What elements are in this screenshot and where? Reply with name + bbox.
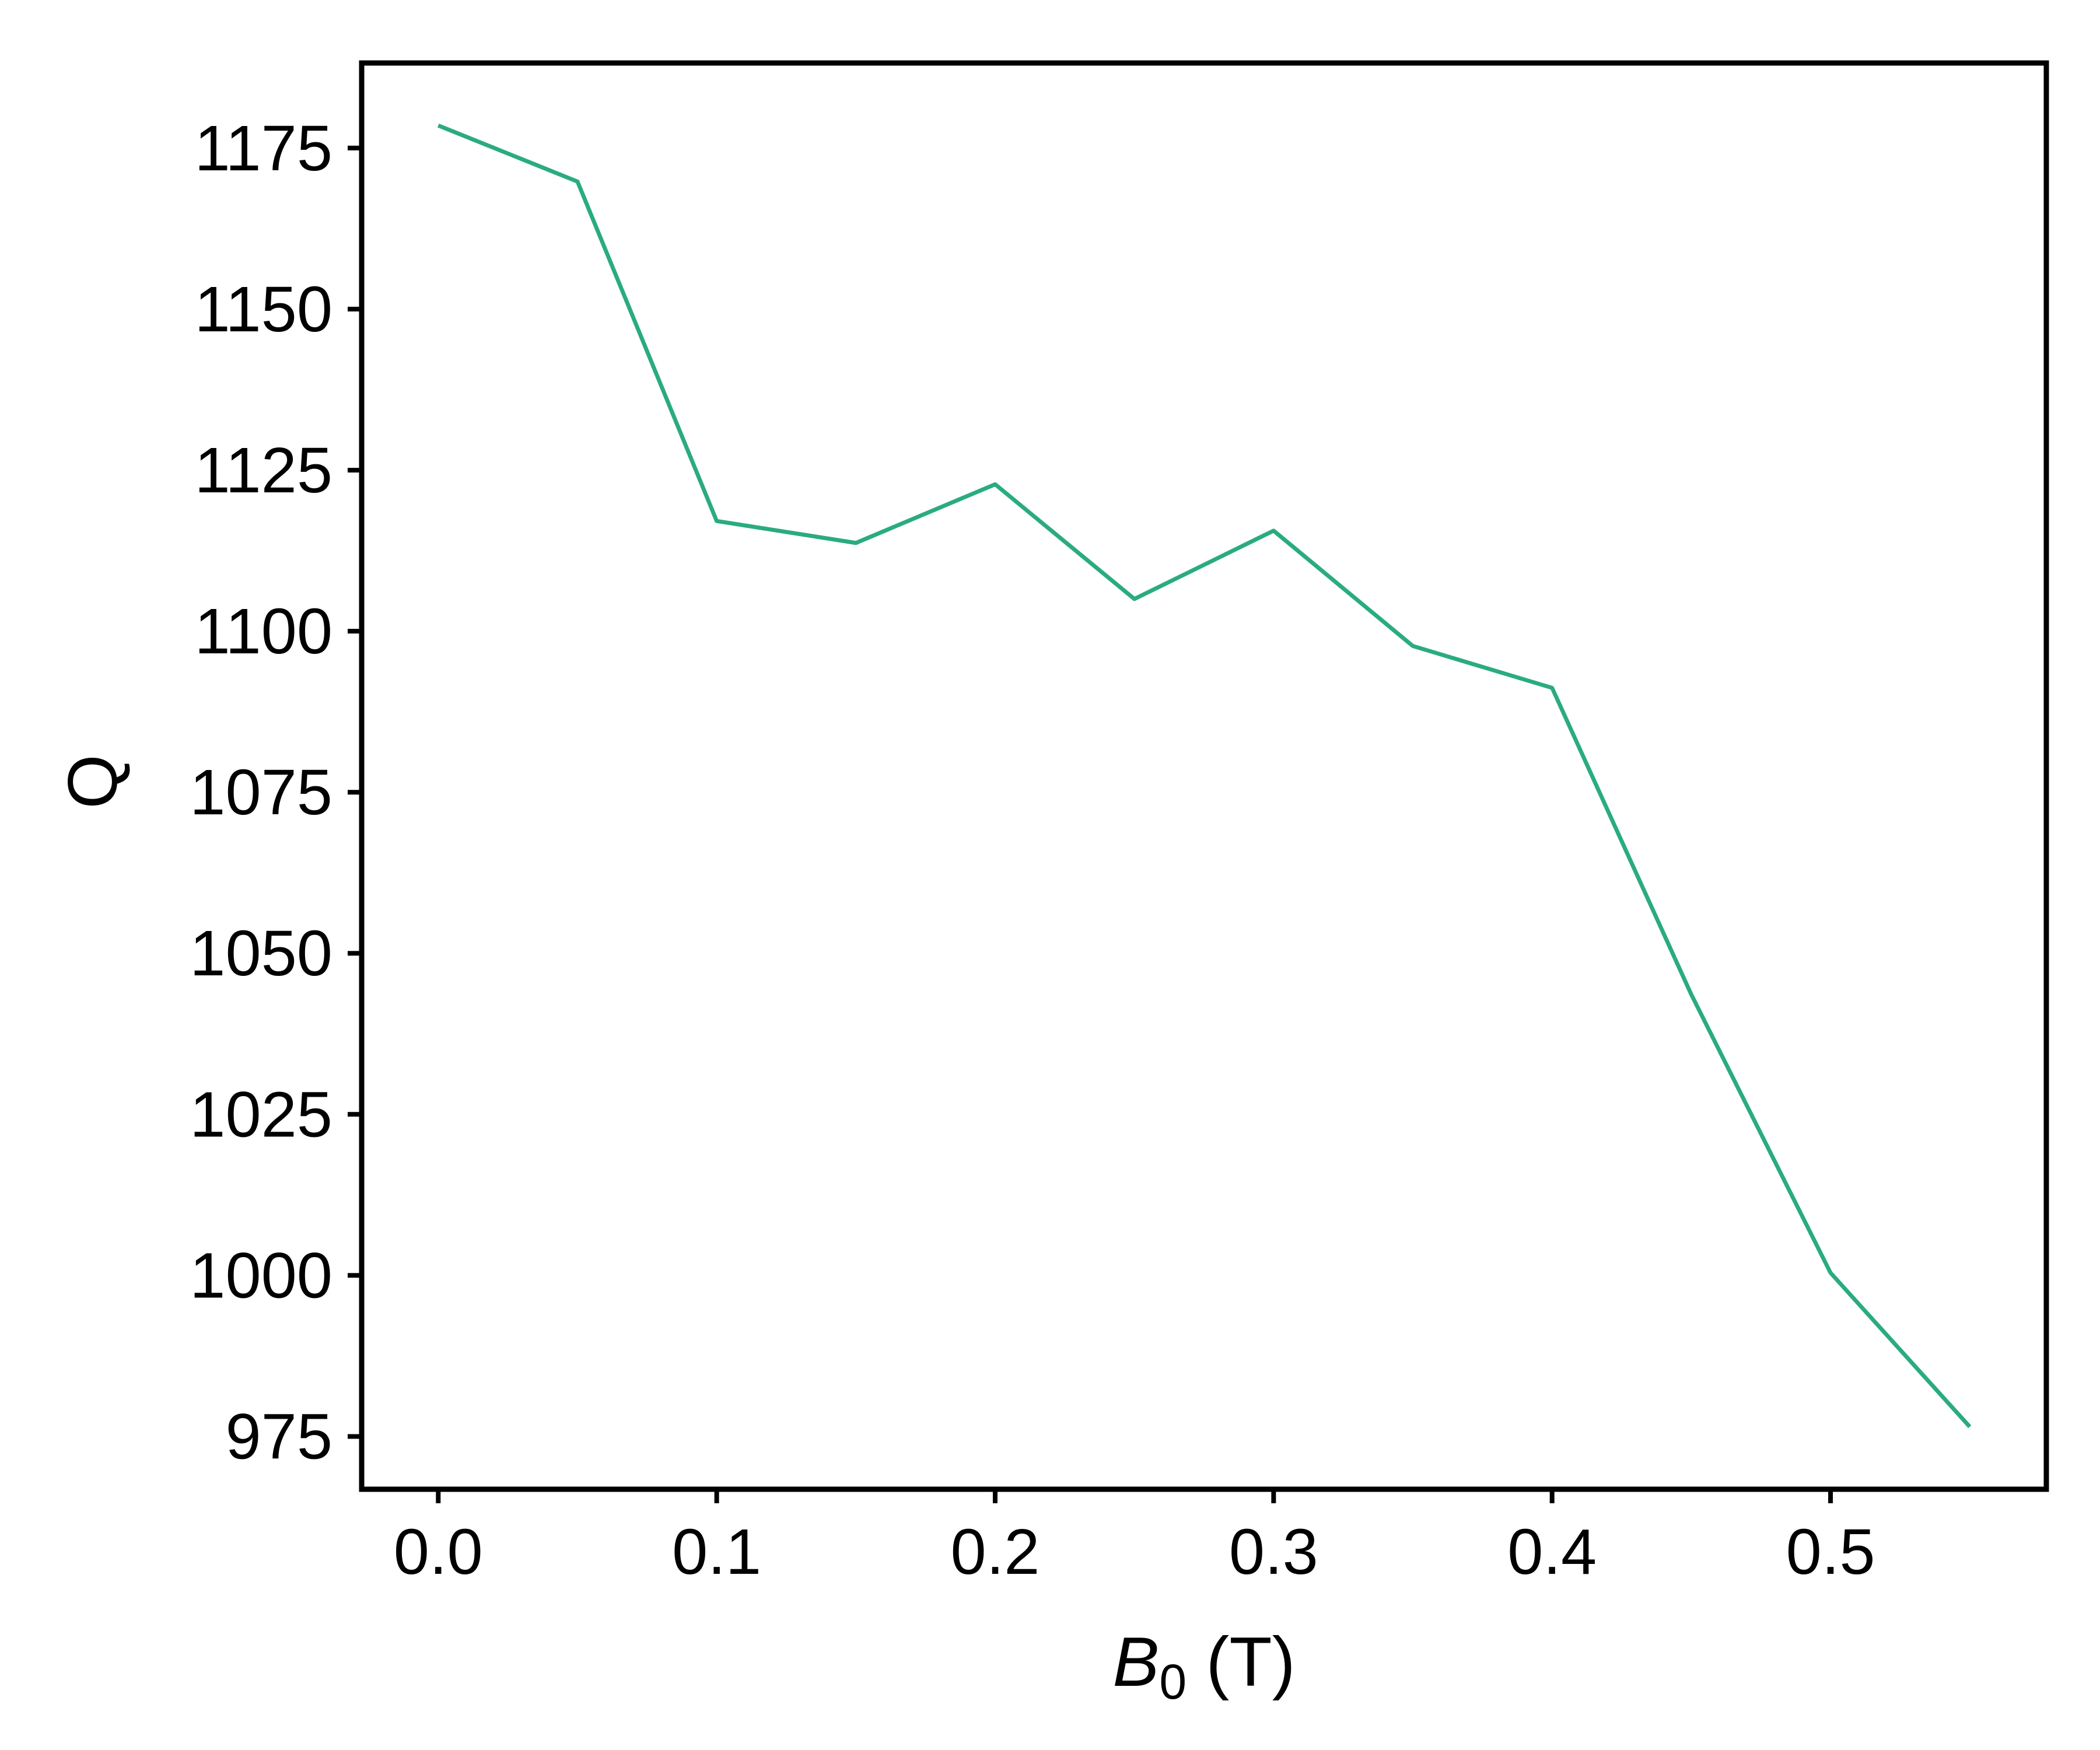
y-tick-label: 1175 [194, 113, 332, 184]
x-tick-label: 0.4 [1507, 1516, 1597, 1588]
y-axis-label: Q [54, 754, 132, 808]
plot-frame [359, 60, 2049, 1492]
x-tick-label: 0.5 [1786, 1516, 1875, 1588]
y-tick-label: 1100 [194, 596, 332, 667]
x-tick-label: 0.1 [672, 1516, 761, 1588]
ticks-layer: 0.0 0.1 0.2 0.3 0.4 0.5 975 1000 1025 1050 1075 110… [190, 113, 1875, 1588]
x-axis-label-unit: (T) [1186, 1623, 1296, 1701]
y-tick-label: 1150 [194, 274, 332, 345]
y-tick-label: 1025 [190, 1079, 332, 1150]
y-tick-label: 1000 [190, 1240, 332, 1311]
y-tick-label: 1075 [190, 757, 332, 828]
y-tick-label: 1050 [190, 918, 332, 989]
x-axis-label: B0 (T) [1112, 1623, 1295, 1709]
x-tick-label: 0.2 [951, 1516, 1040, 1588]
x-tick-label: 0.0 [394, 1516, 483, 1588]
x-tick-label: 0.3 [1229, 1516, 1318, 1588]
x-axis-label-sub: 0 [1159, 1654, 1186, 1709]
y-tick-label: 975 [225, 1401, 332, 1472]
y-tick-label: 1125 [194, 435, 332, 506]
series-layer [437, 123, 1972, 1429]
series-line [437, 123, 1972, 1429]
x-axis-label-var: B [1112, 1623, 1159, 1701]
